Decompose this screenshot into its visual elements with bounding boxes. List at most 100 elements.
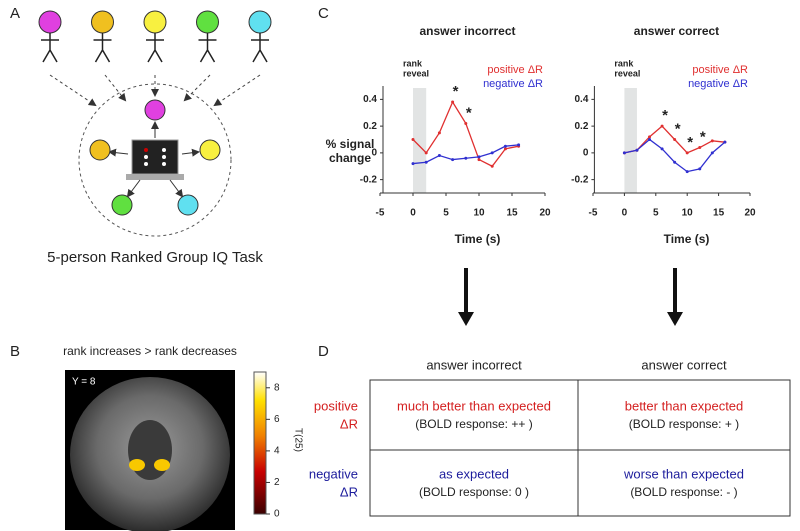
point [464,156,468,160]
arrow-heads [458,312,683,326]
colorbar-ticks: 0 2 4 6 8 [266,382,280,520]
person-head [91,10,114,34]
x-tick-label: 10 [682,208,694,219]
point [477,155,481,159]
panel-title: rank increases > rank decreases [63,344,237,358]
point [451,100,455,104]
series-line [412,144,519,165]
column-header: answer incorrect [426,357,522,372]
point [477,158,481,162]
point [451,158,455,162]
point [710,139,714,143]
point [723,140,727,144]
slice-label: Y = 8 [72,377,96,388]
row-header: ΔR [340,416,358,431]
legend-entry: negative ΔR [688,78,748,90]
point [685,151,689,155]
significance: * [453,83,459,100]
x-tick-label: 0 [410,208,416,219]
panel-label: A [10,5,20,22]
point [673,160,677,164]
x-tick-label: 0 [622,208,628,219]
annotation: reveal [403,68,429,78]
laptop [126,139,184,180]
annotation: rank [403,58,423,68]
cell-note: (BOLD response: - ) [630,485,737,499]
significance: * [466,104,472,121]
x-axis-label: Time (s) [455,232,501,246]
x-tick-label: 20 [539,208,551,219]
series-line [624,138,726,173]
y-tick-label: 0.4 [574,94,588,105]
point [503,144,507,148]
person-head [143,10,167,34]
annotation: reveal [614,68,640,78]
legend-entry: positive ΔR [487,64,543,76]
row-header: ΔR [340,484,358,499]
colorbar-tick-label: 8 [274,382,280,393]
brain-slice: Y = 8 [65,370,235,531]
point [698,146,702,150]
significance: * [687,134,693,151]
point [660,147,664,151]
point [503,147,507,151]
y-tick-label: 0 [371,148,377,159]
row-header: negative [309,466,358,481]
arrows [108,121,200,198]
panel-label: C [318,5,329,22]
x-axis-label: Time (s) [664,232,710,246]
person-body [146,33,164,63]
y-axis-label: change [329,151,371,165]
colorbar [253,371,267,515]
significance: * [675,120,681,137]
point [490,164,494,168]
person-body [251,33,269,63]
x-tick-label: 15 [713,208,725,219]
colorbar-tick-label: 6 [274,414,280,425]
y-tick-label: 0.4 [363,94,377,105]
group-nodes [89,99,221,216]
point [710,151,714,155]
x-tick-label: 15 [506,208,518,219]
y-tick-label: 0.2 [574,121,588,132]
panel-label: B [10,343,20,360]
point [517,143,521,147]
point [622,151,626,155]
x-tick-label: 10 [473,208,485,219]
reveal-window [413,88,427,193]
x-tick-label: -5 [376,208,385,219]
group-circle [78,83,232,237]
significance: * [700,128,706,145]
legend-entry: negative ΔR [483,78,543,90]
point [490,151,494,155]
point [411,162,415,166]
table: answer incorrect answer correct positive ΔR… [309,357,791,517]
cell-main: worse than expected [623,466,744,481]
cell-main: much better than expected [397,398,551,413]
annotation: rank [614,58,634,68]
x-tick-label: 5 [653,208,659,219]
y-tick-label: 0.2 [363,121,377,132]
y-tick-label: -0.2 [571,174,589,185]
point [648,135,652,139]
point [660,124,664,128]
point [437,131,441,135]
reveal-window [624,88,637,193]
point [673,138,677,141]
people [38,10,272,63]
cell-note: (BOLD response: ++ ) [415,417,532,431]
point [648,138,652,141]
x-tick-label: 5 [443,208,449,219]
cell-note: (BOLD response: + ) [629,417,739,431]
y-tick-label: 0 [583,148,589,159]
significance: * [662,107,668,124]
point [424,160,428,164]
chart-title: answer incorrect [419,24,515,38]
cell-main: as expected [439,466,509,481]
caption: 5-person Ranked Group IQ Task [47,249,263,266]
colorbar-label: T(25) [292,428,303,452]
colorbar-tick-label: 2 [274,477,280,488]
point [464,121,468,125]
chart-title: answer correct [634,24,719,38]
